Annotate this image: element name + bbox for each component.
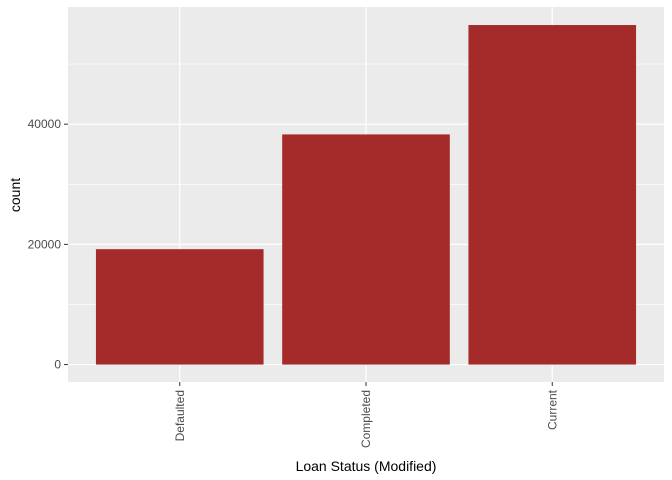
- bar-current: [468, 25, 637, 365]
- x-tick-label: Completed: [359, 390, 373, 448]
- x-axis: Defaulted Completed Current: [173, 382, 559, 448]
- bar-defaulted: [95, 249, 264, 365]
- y-tick-label: 40000: [28, 117, 62, 131]
- x-tick-label: Current: [545, 389, 559, 430]
- x-axis-title: Loan Status (Modified): [296, 458, 437, 474]
- y-axis: 0 20000 40000: [28, 117, 68, 372]
- bars: [95, 25, 637, 365]
- y-tick-label: 0: [54, 358, 61, 372]
- y-axis-title: count: [7, 178, 23, 212]
- x-tick-label: Defaulted: [173, 390, 187, 441]
- bar-completed: [282, 134, 450, 365]
- y-tick-label: 20000: [28, 237, 62, 251]
